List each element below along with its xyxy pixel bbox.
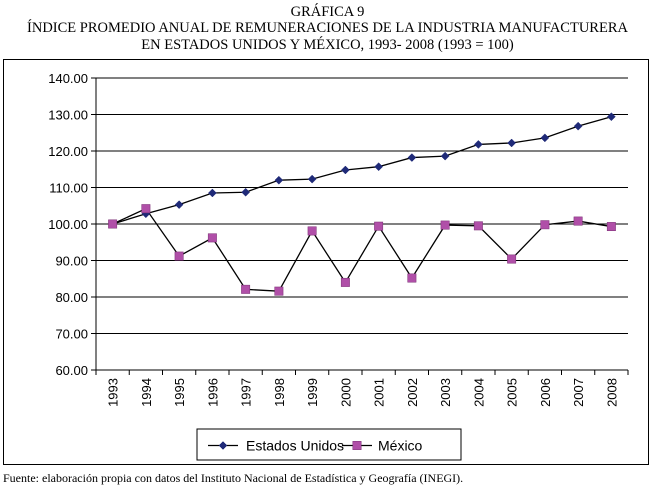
y-tick-label: 80.00 <box>55 290 88 305</box>
point-us-2005 <box>507 138 516 148</box>
chart-title-line-2: EN ESTADOS UNIDOS Y MÉXICO, 1993- 2008 (… <box>141 37 514 53</box>
series-line-us <box>112 116 612 225</box>
y-tick-label: 90.00 <box>55 254 88 269</box>
point-us-1997 <box>241 187 250 197</box>
point-mx-2007 <box>573 216 583 226</box>
legend-label: Estados Unidos <box>246 438 344 454</box>
x-tick-label: 2008 <box>604 378 619 407</box>
source-note: Fuente: elaboración propia con datos del… <box>3 471 464 485</box>
point-mx-1993 <box>108 219 118 229</box>
x-tick-label: 1999 <box>305 378 320 407</box>
legend: Estados Unidos México <box>196 428 462 461</box>
x-tick-label: 2007 <box>571 378 586 407</box>
point-mx-2004 <box>473 221 483 231</box>
x-tick-label: 1996 <box>205 378 220 407</box>
x-tick-label: 2005 <box>505 378 520 407</box>
x-tick-label: 2002 <box>405 378 420 407</box>
point-us-1996 <box>208 188 217 198</box>
x-tick-label: 1998 <box>272 378 287 407</box>
point-us-2001 <box>374 162 383 172</box>
x-tick-label: 1997 <box>239 378 254 407</box>
point-us-2003 <box>440 151 450 161</box>
y-tick-label: 140.00 <box>48 71 88 86</box>
point-us-2007 <box>573 121 583 131</box>
point-mx-1996 <box>207 233 217 243</box>
series-markers <box>108 112 616 296</box>
point-us-2006 <box>540 133 550 143</box>
point-mx-2008 <box>606 222 616 232</box>
y-tick-label: 70.00 <box>55 327 88 342</box>
point-mx-1999 <box>307 226 317 236</box>
y-tick-label: 110.00 <box>49 181 88 196</box>
point-us-2004 <box>474 140 483 149</box>
x-tick-label: 1994 <box>139 378 154 407</box>
x-tick-label: 2001 <box>372 378 387 407</box>
x-tick-label: 1995 <box>172 378 187 407</box>
x-tick-label: 2000 <box>338 378 353 407</box>
point-mx-1998 <box>274 286 284 296</box>
point-us-2002 <box>407 153 417 162</box>
x-axis: 1993 1994 1995 1996 1997 1998 1999 2000 2001 2002… <box>95 369 629 407</box>
point-mx-2006 <box>540 220 550 230</box>
y-tick-label: 120.00 <box>48 144 88 159</box>
x-tick-label: 2003 <box>438 378 453 407</box>
point-mx-2000 <box>340 277 350 287</box>
legend-diamond-icon <box>218 441 228 450</box>
point-mx-1994 <box>141 204 151 214</box>
point-mx-2002 <box>407 273 417 283</box>
point-mx-1997 <box>241 284 251 294</box>
legend-label: México <box>378 438 423 454</box>
y-tick-label: 100.00 <box>48 217 88 232</box>
x-tick-label: 2004 <box>471 378 486 407</box>
y-tick-label: 60.00 <box>55 363 88 378</box>
chart-title-line-1: ÍNDICE PROMEDIO ANUAL DE REMUNERACIONES … <box>27 20 628 36</box>
point-us-1995 <box>174 200 184 210</box>
point-us-2000 <box>341 165 350 175</box>
point-mx-2001 <box>374 221 384 231</box>
y-tick-label: 130.00 <box>48 108 88 123</box>
chart-frame <box>3 59 649 465</box>
y-axis: 60.00 70.00 80.00 90.00 100.00 110.00 120.00 13… <box>48 71 97 378</box>
legend-box <box>196 428 462 461</box>
point-us-1998 <box>274 175 284 185</box>
point-us-2008 <box>607 112 616 122</box>
series-lines <box>112 116 612 292</box>
gridlines <box>96 77 628 334</box>
point-us-1999 <box>307 174 317 184</box>
point-mx-1995 <box>174 251 184 261</box>
legend-square-icon <box>352 441 362 450</box>
x-tick-label: 2006 <box>538 378 553 407</box>
series-line-mx <box>112 207 612 292</box>
point-mx-2005 <box>507 254 517 264</box>
figure-label: GRÁFICA 9 <box>290 4 365 20</box>
x-tick-label: 1993 <box>106 378 121 407</box>
point-mx-2003 <box>440 220 450 230</box>
